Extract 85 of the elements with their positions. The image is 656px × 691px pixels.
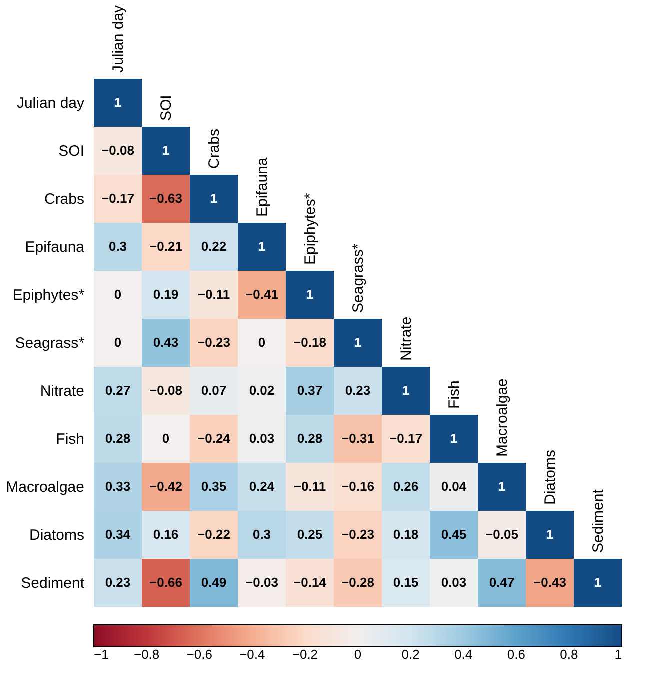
data-label: 0.03 [441,575,467,590]
data-label: 0.33 [105,479,131,494]
y-tick-label: SOI [58,143,84,160]
data-label: 0.35 [201,479,227,494]
y-tick-label: Fish [56,431,84,448]
data-label: −0.14 [294,575,328,590]
y-tick-label: Diatoms [29,527,84,544]
data-label: −0.63 [150,191,182,206]
data-label: 0 [258,335,266,350]
data-label: 0.18 [393,527,419,542]
data-label: 1 [210,191,218,206]
data-label: −0.11 [294,479,326,494]
data-label: 1 [258,239,266,254]
data-label: 0.24 [249,479,276,494]
data-label: 0 [162,431,170,446]
y-tick-label: Julian day [16,95,85,112]
data-label: 0.47 [489,575,515,590]
data-label: 0.45 [441,527,467,542]
data-label: −0.08 [150,383,182,398]
color-bar-label: −0.2 [292,647,318,662]
data-label: 0.27 [105,383,131,398]
data-label: 0.3 [108,239,128,254]
data-label: −0.41 [246,287,278,302]
y-tick-label: Seagrass* [15,335,85,352]
data-label: 0.07 [201,383,227,398]
data-label: 0.16 [153,527,179,542]
data-label: −0.16 [342,479,374,494]
data-label: 0.25 [297,527,323,542]
data-label: −0.21 [150,239,182,254]
data-label: −0.22 [198,527,230,542]
data-label: −0.66 [150,575,182,590]
data-label: 0.28 [297,431,323,446]
data-label: 1 [546,527,554,542]
color-bar-label: 0.2 [402,647,420,662]
data-label: −0.42 [150,479,182,494]
data-label: 0.23 [105,575,131,590]
data-label: −0.17 [102,191,134,206]
data-label: −0.05 [486,527,518,542]
data-label: 1 [306,287,314,302]
data-label: −0.23 [198,335,230,350]
color-bar-label: 0.6 [507,647,526,662]
data-label: −0.08 [102,143,134,158]
data-label: −0.11 [198,287,230,302]
data-label: 1 [354,335,362,350]
data-label: 1 [114,95,122,110]
data-label: 0.15 [393,575,419,590]
data-label: 1 [594,575,602,590]
data-label: −0.24 [198,431,232,446]
data-label: 0.22 [201,239,227,254]
data-label: 0.49 [201,575,227,590]
x-tick-label: Epifauna [254,157,271,217]
y-tick-label: Epiphytes* [12,287,85,304]
data-label: −0.43 [534,575,566,590]
color-bar-label: −1 [94,647,109,662]
data-label: 0.03 [249,431,275,446]
data-label: 0 [114,335,122,350]
data-label: 0.28 [105,431,131,446]
color-bar-label: −0.8 [134,647,160,662]
data-label: 1 [402,383,410,398]
data-label: 0.26 [393,479,419,494]
data-label: 0.02 [249,383,275,398]
data-label: 0 [114,287,122,302]
data-label: 1 [162,143,170,158]
color-bar-label: 0.8 [560,647,578,662]
data-label: 0.04 [441,479,468,494]
data-label: 0.37 [297,383,323,398]
data-label: 0.43 [153,335,179,350]
data-label: −0.31 [342,431,374,446]
data-label: 1 [450,431,458,446]
data-label: −0.28 [342,575,374,590]
data-label: 0.19 [153,287,179,302]
data-label: 0.3 [252,527,272,542]
data-label: −0.18 [294,335,326,350]
data-label: 1 [498,479,506,494]
data-label: 0.34 [105,527,132,542]
color-bar-label: −0.4 [240,647,266,662]
color-bar-label: 1 [614,647,622,662]
y-tick-label: Sediment [21,575,86,592]
data-label: −0.23 [342,527,374,542]
color-bar-label: 0.4 [454,647,473,662]
color-bar-label: 0 [354,647,362,662]
data-label: 0.23 [345,383,371,398]
data-label: −0.03 [246,575,278,590]
data-label: −0.17 [390,431,422,446]
color-bar-label: −0.6 [186,647,212,662]
